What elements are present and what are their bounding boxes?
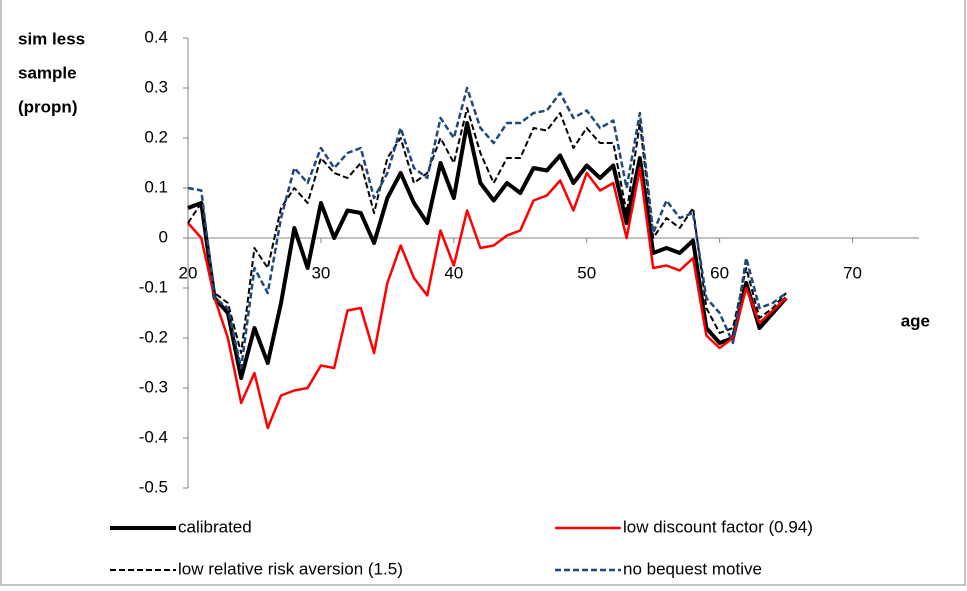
x-axis-label: age — [901, 311, 930, 330]
y-tick-label: -0.1 — [139, 277, 168, 296]
y-tick-label: 0.2 — [144, 127, 168, 146]
y-axis-label: sim less — [18, 29, 85, 48]
legend-label: low relative risk aversion (1.5) — [178, 559, 403, 578]
x-tick-label: 50 — [577, 263, 596, 282]
series-line — [187, 86, 787, 370]
y-axis-label: sample — [18, 63, 77, 82]
x-tick-label: 20 — [179, 263, 198, 282]
y-tick-label: 0.4 — [144, 27, 168, 46]
legend-label: no bequest motive — [623, 559, 762, 578]
y-tick-label: -0.2 — [139, 327, 168, 346]
y-tick-label: 0 — [159, 227, 168, 246]
y-tick-label: -0.5 — [139, 477, 168, 496]
y-tick-label: 0.1 — [144, 177, 168, 196]
y-tick-label: 0.3 — [144, 77, 168, 96]
legend-label: calibrated — [178, 517, 252, 536]
y-tick-label: -0.4 — [139, 427, 168, 446]
series-line — [187, 107, 787, 354]
series-line — [187, 121, 788, 380]
x-tick-label: 70 — [843, 263, 862, 282]
x-tick-label: 30 — [311, 263, 330, 282]
x-tick-label: 60 — [710, 263, 729, 282]
y-axis-label: (propn) — [18, 97, 77, 116]
legend-label: low discount factor (0.94) — [623, 517, 813, 536]
x-tick-label: 40 — [444, 263, 463, 282]
y-tick-label: -0.3 — [139, 377, 168, 396]
series-line — [187, 166, 787, 430]
